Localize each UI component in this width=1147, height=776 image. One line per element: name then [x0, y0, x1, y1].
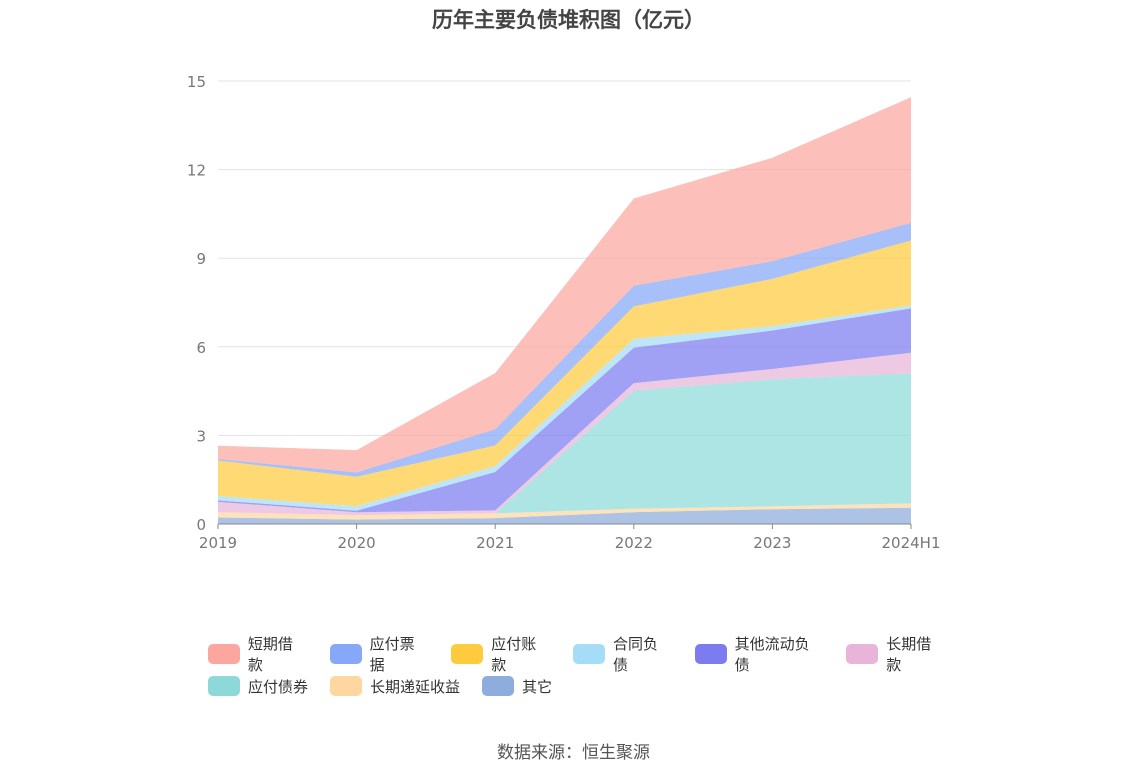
- legend-label: 其它: [522, 677, 553, 696]
- legend-label: 应付债券: [248, 677, 309, 696]
- legend-label: 短期借款: [247, 635, 293, 674]
- x-tick-label: 2020: [338, 534, 376, 552]
- axis-layer: 0 3 6 9 12 15 2019 2020 2021 2022 2023 2024H1: [187, 73, 941, 552]
- legend-swatch: [451, 644, 484, 664]
- legend-label: 应付账款: [491, 635, 537, 674]
- legend-item[interactable]: 长期递延收益: [330, 676, 460, 697]
- area-series-3: [218, 352, 911, 516]
- x-tick-label: 2022: [615, 534, 653, 552]
- legend-swatch: [330, 676, 363, 696]
- legend-swatch: [208, 644, 240, 664]
- legend-item[interactable]: 合同负债: [573, 633, 673, 675]
- legend-item[interactable]: 其它: [482, 676, 552, 697]
- x-tick-label: 2021: [476, 534, 514, 552]
- legend-item[interactable]: 短期借款: [208, 633, 308, 675]
- y-tick-label: 3: [196, 427, 206, 445]
- legend-label: 长期递延收益: [370, 677, 461, 696]
- y-tick-label: 9: [196, 250, 206, 268]
- legend-swatch: [482, 676, 515, 696]
- legend-row: 应付债券 长期递延收益 其它: [200, 670, 960, 702]
- legend-item[interactable]: 应付票据: [329, 633, 430, 675]
- area-series-2: [218, 373, 911, 516]
- area-series-6: [218, 240, 911, 507]
- x-tick-label: 2019: [199, 534, 237, 552]
- legend-swatch: [846, 644, 879, 664]
- area-series-1: [218, 503, 911, 520]
- area-layer: [218, 97, 911, 524]
- x-tick-label: 2023: [753, 534, 791, 552]
- legend-item[interactable]: 应付账款: [451, 633, 551, 675]
- legend-swatch: [573, 644, 605, 664]
- area-series-0: [218, 507, 911, 524]
- area-series-4: [218, 308, 911, 513]
- legend-swatch: [208, 676, 240, 696]
- legend-item[interactable]: 其他流动负债: [694, 633, 825, 675]
- area-series-7: [218, 222, 911, 477]
- stacked-area-chart: 0 3 6 9 12 15 2019 2020 2021 2022 2023 2024H1: [187, 73, 941, 552]
- legend-label: 合同负债: [612, 635, 658, 674]
- legend-label: 应付票据: [369, 635, 415, 674]
- legend-swatch: [329, 644, 362, 664]
- legend: 短期借款 应付票据 应付账款 合同负债 其他流动负债 长期借款 应付债券 长期递延收益 其它: [200, 635, 960, 702]
- y-tick-label: 15: [187, 73, 206, 91]
- chart-title: 历年主要负债堆积图（亿元）: [432, 8, 705, 32]
- y-tick-label: 6: [196, 339, 206, 357]
- legend-item[interactable]: 长期借款: [846, 633, 946, 675]
- source-note: 数据来源：恒生聚源: [497, 743, 650, 763]
- legend-item[interactable]: 应付债券: [208, 676, 308, 697]
- legend-label: 其他流动负债: [734, 635, 810, 674]
- legend-label: 长期借款: [886, 635, 932, 674]
- area-series-5: [218, 305, 911, 511]
- legend-swatch: [694, 644, 727, 664]
- y-tick-label: 0: [196, 516, 206, 534]
- x-tick-label: 2024H1: [882, 534, 941, 552]
- area-series-8: [218, 97, 911, 473]
- y-tick-label: 12: [187, 162, 206, 180]
- legend-row: 短期借款 应付票据 应付账款 合同负债 其他流动负债 长期借款: [200, 635, 960, 674]
